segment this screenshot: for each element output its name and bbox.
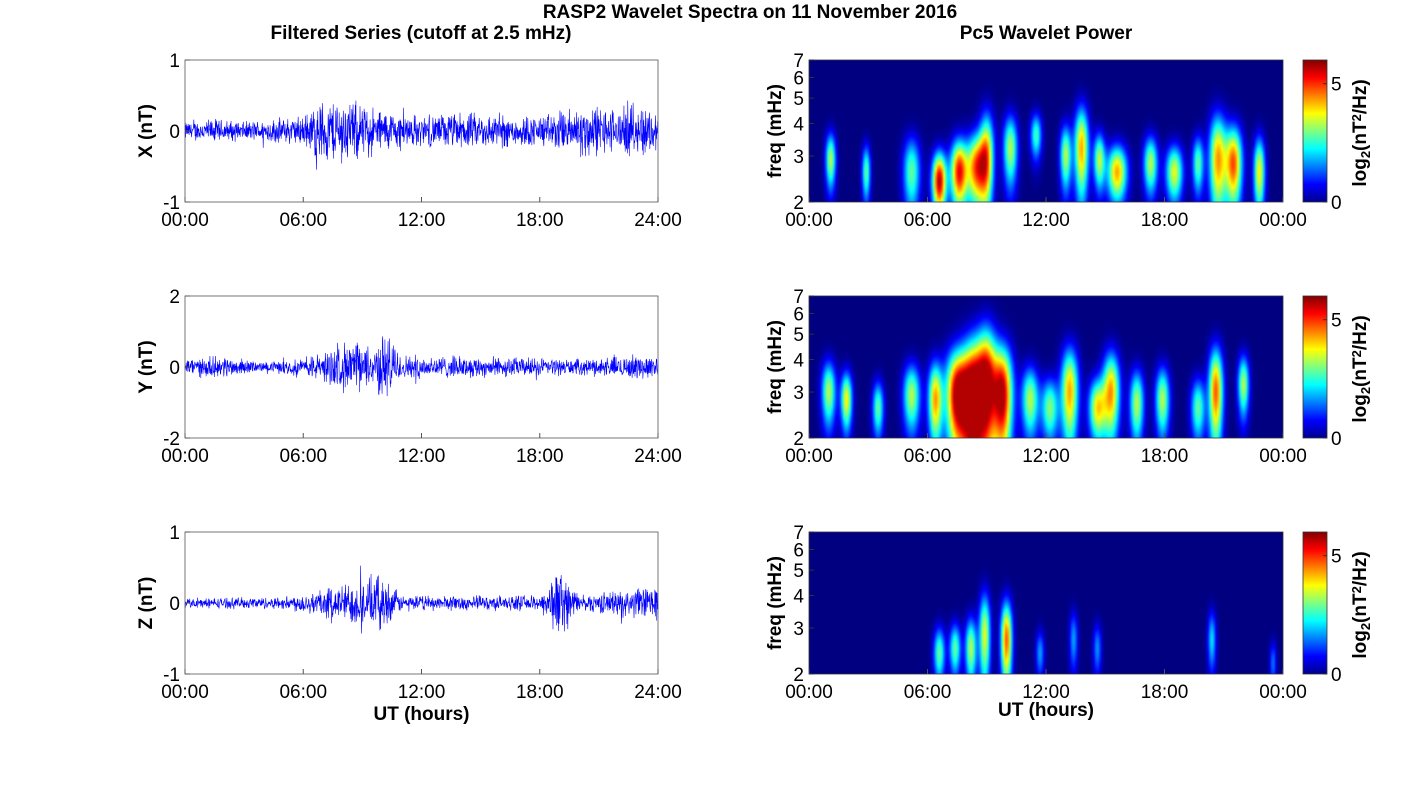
x-tick-label: 00:00: [161, 682, 209, 703]
y-tick-label: 1: [169, 523, 180, 544]
y-series-panel: 2 0 -2 Y (nT) 00:00 06:00 12:00 18:00 24:00: [136, 287, 682, 467]
y-tick-label: 4: [793, 114, 804, 135]
y-tick-label: 2: [793, 429, 804, 450]
x-tick-label: 12:00: [398, 210, 446, 231]
x-tick-label: 06:00: [279, 446, 327, 467]
y-tick-label: 3: [793, 619, 804, 640]
y-tick-label: 4: [793, 586, 804, 607]
x-tick-label: 24:00: [634, 210, 682, 231]
y-tick-label: 2: [169, 287, 180, 308]
y-tick-label: 0: [169, 594, 180, 615]
x-tick-label: 18:00: [516, 682, 564, 703]
x-tick-label: 18:00: [1141, 446, 1189, 467]
y-tick-label: 4: [793, 350, 804, 371]
y-tick-label: 0: [169, 122, 180, 143]
x-tick-label: 06:00: [904, 210, 952, 231]
y-tick-label: -1: [163, 193, 180, 214]
x-tick-label: 12:00: [1022, 446, 1070, 467]
left-column-title: Filtered Series (cutoff at 2.5 mHz): [271, 23, 572, 44]
x-tick-label: 18:00: [1141, 210, 1189, 231]
y-tick-label: 6: [793, 68, 804, 89]
x-tick-label: 06:00: [904, 682, 952, 703]
x-tick-label: 06:00: [279, 210, 327, 231]
x-wavelet-heatmap: [809, 60, 1283, 202]
x-tick-label: 12:00: [398, 682, 446, 703]
x-tick-label: 18:00: [516, 210, 564, 231]
x-tick-label: 12:00: [1022, 682, 1070, 703]
colorbar-tick-label: 0: [1331, 193, 1342, 214]
y-axis-label: Y (nT): [136, 340, 157, 393]
y-tick-label: 2: [793, 665, 804, 686]
y-wavelet-heatmap: [809, 296, 1283, 438]
y-tick-label: 6: [793, 304, 804, 325]
x-tick-label: 00:00: [1259, 446, 1307, 467]
x-tick-label: 00:00: [1259, 210, 1307, 231]
colorbar-tick-label: 5: [1331, 311, 1342, 332]
right-column-title: Pc5 Wavelet Power: [960, 23, 1133, 44]
x-tick-label: 00:00: [1259, 682, 1307, 703]
y-tick-label: 5: [793, 561, 804, 582]
x-tick-label: 00:00: [161, 210, 209, 231]
y-tick-label: 5: [793, 89, 804, 110]
y-axis-label: freq (mHz): [765, 320, 786, 414]
y-tick-label: 7: [793, 287, 804, 308]
y-tick-label: -2: [163, 429, 180, 450]
x-tick-label: 00:00: [785, 210, 833, 231]
x-axis-label: UT (hours): [373, 704, 469, 725]
colorbar-label: log2(nT2/Hz): [1349, 315, 1373, 422]
x-tick-label: 00:00: [785, 446, 833, 467]
y-axis-label: freq (mHz): [765, 556, 786, 650]
y-axis-label: X (nT): [136, 104, 157, 158]
colorbar-tick-label: 5: [1331, 75, 1342, 96]
y-tick-label: 7: [793, 523, 804, 544]
x-tick-label: 12:00: [398, 446, 446, 467]
y-series-trace: [184, 336, 659, 397]
y-tick-label: 0: [169, 358, 180, 379]
colorbar-label: log2(nT2/Hz): [1349, 79, 1373, 186]
colorbar-label: log2(nT2/Hz): [1349, 551, 1373, 658]
x-axis-label: UT (hours): [998, 700, 1094, 721]
x-tick-label: 18:00: [1141, 682, 1189, 703]
y-axis-label: Z (nT): [136, 577, 157, 630]
y-tick-label: 3: [793, 383, 804, 404]
x-tick-label: 06:00: [904, 446, 952, 467]
x-tick-label: 24:00: [634, 446, 682, 467]
z-wavelet-heatmap: [809, 532, 1283, 674]
x-series-panel: 1 0 -1 X (nT) 00:00 06:00 12:00 18:00 24:00: [136, 51, 682, 231]
x-tick-label: 00:00: [161, 446, 209, 467]
x-tick-label: 00:00: [785, 682, 833, 703]
z-series-trace: [184, 565, 659, 634]
x-tick-label: 18:00: [516, 446, 564, 467]
y-axis-label: freq (mHz): [765, 84, 786, 178]
y-tick-label: 6: [793, 540, 804, 561]
x-tick-label: 06:00: [279, 682, 327, 703]
y-tick-label: -1: [163, 665, 180, 686]
x-series-trace: [184, 100, 659, 170]
x-wavelet-colorbar: [1302, 59, 1328, 203]
colorbar-tick-label: 0: [1331, 665, 1342, 686]
z-series-panel: 1 0 -1 Z (nT) 00:00 06:00 12:00 18:00 24:00 UT (h…: [136, 523, 682, 725]
figure-title: RASP2 Wavelet Spectra on 11 November 201…: [543, 2, 957, 23]
y-tick-label: 2: [793, 193, 804, 214]
colorbar-tick-label: 0: [1331, 429, 1342, 450]
colorbar-tick-label: 5: [1331, 547, 1342, 568]
z-series-frame: [184, 531, 659, 675]
x-tick-label: 12:00: [1022, 210, 1070, 231]
x-tick-label: 24:00: [634, 682, 682, 703]
y-tick-label: 5: [793, 325, 804, 346]
z-wavelet-colorbar: [1302, 531, 1328, 675]
y-tick-label: 1: [169, 51, 180, 72]
y-wavelet-colorbar: [1302, 295, 1328, 439]
y-tick-label: 7: [793, 51, 804, 72]
y-tick-label: 3: [793, 147, 804, 168]
